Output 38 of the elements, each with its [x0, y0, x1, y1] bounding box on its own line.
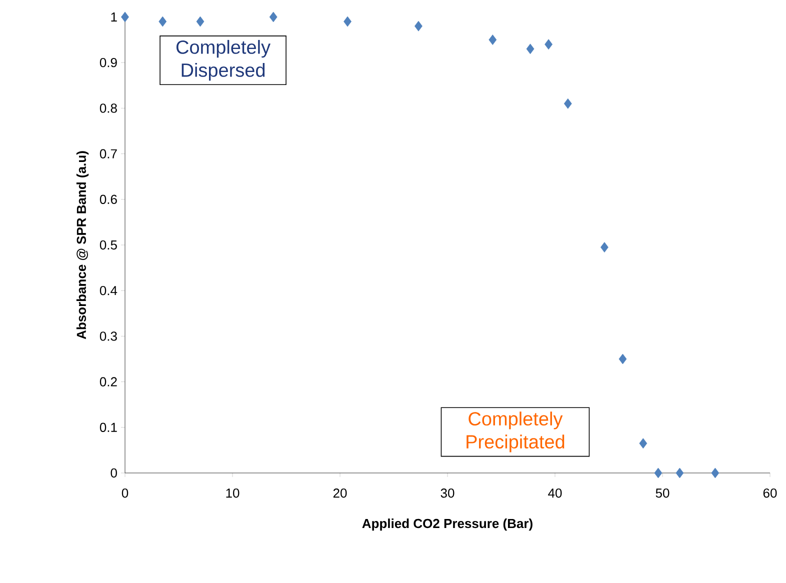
point — [639, 438, 648, 449]
x-tick-label: 40 — [548, 488, 562, 498]
x-tick-label: 60 — [763, 488, 777, 498]
y-tick-label: 0.6 — [100, 194, 117, 204]
x-tick-label: 10 — [226, 488, 240, 498]
y-tick-label: 0 — [110, 468, 117, 478]
point — [269, 12, 278, 22]
y-tick-label: 0.2 — [100, 377, 117, 386]
x-axis-title: Applied CO2 Pressure (Bar) — [362, 518, 532, 531]
point — [544, 39, 553, 50]
y-tick-label: 0.8 — [100, 104, 117, 113]
x-tick-label: 50 — [656, 488, 670, 498]
x-tick-label: 20 — [333, 488, 347, 498]
y-tick-label: 0.7 — [100, 149, 117, 158]
y-tick-label: 0.3 — [100, 332, 117, 341]
y-tick-label: 0.5 — [100, 240, 117, 250]
point — [618, 354, 627, 364]
point — [526, 44, 534, 54]
x-tick-label: 0 — [122, 488, 128, 498]
point — [196, 16, 204, 27]
point — [600, 242, 608, 252]
y-tick-label: 0.9 — [100, 58, 117, 68]
point — [158, 16, 167, 27]
annotation: Completely Precipitated — [466, 412, 564, 452]
y-tick-label: 0.1 — [100, 422, 117, 432]
y-tick-label: 0.4 — [100, 286, 118, 296]
x-tick-label: 30 — [440, 488, 454, 498]
point — [654, 468, 662, 478]
point — [711, 468, 720, 478]
annotation: Completely Dispersed — [176, 40, 271, 81]
point — [344, 16, 352, 27]
point — [414, 20, 422, 32]
point — [676, 468, 684, 478]
point — [564, 98, 572, 109]
y-axis-title: Absorbance @ SPR Band (a.u) — [76, 151, 89, 340]
point — [121, 12, 129, 22]
point — [488, 34, 497, 45]
y-tick-label: 1 — [111, 12, 117, 22]
